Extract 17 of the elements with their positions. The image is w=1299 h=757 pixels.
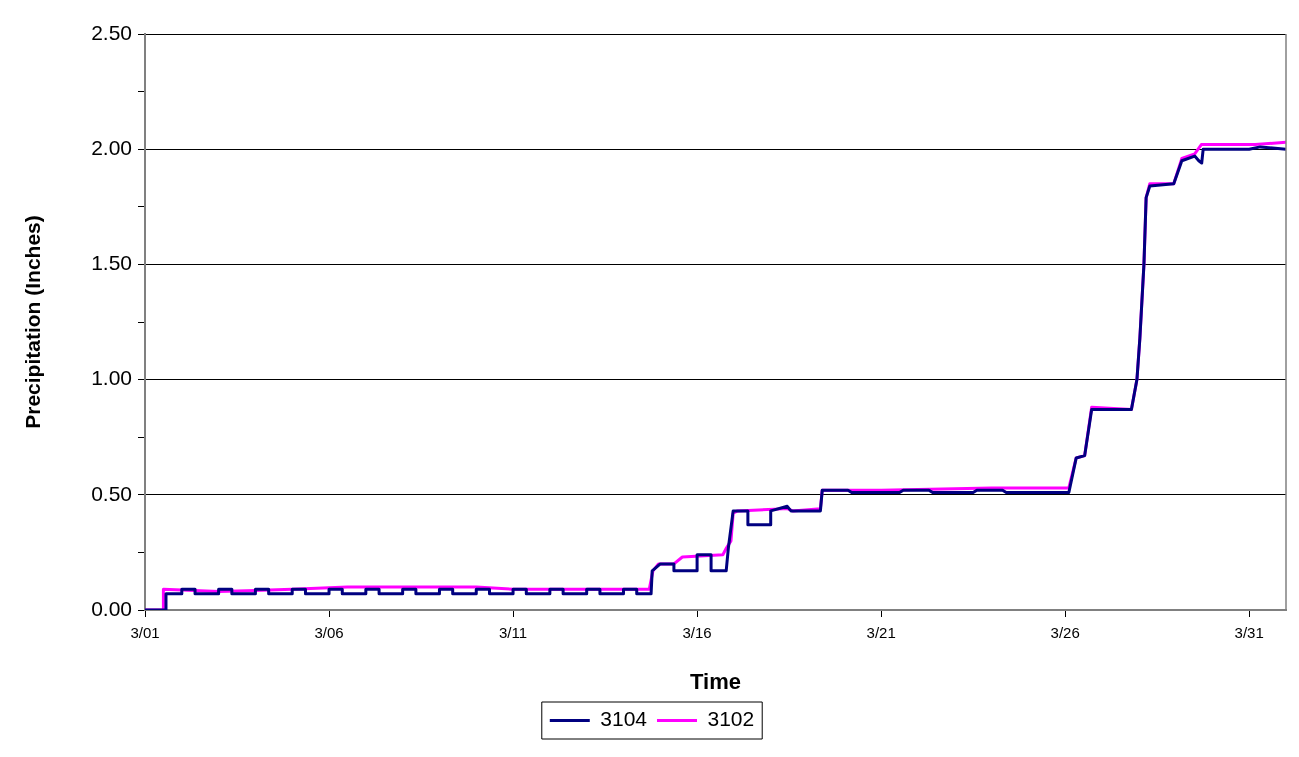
y-tick-label: 1.50 (91, 251, 132, 275)
x-tick-label: 3/21 (866, 624, 896, 642)
x-tick-label: 3/11 (499, 624, 528, 642)
x-tick-label: 3/16 (682, 624, 712, 642)
y-tick-label: 2.00 (91, 136, 132, 159)
legend-label: 3104 (600, 707, 648, 731)
x-tick-label: 3/26 (1050, 624, 1080, 642)
legend-label: 3102 (707, 707, 755, 731)
y-axis-title: Precipitation (Inches) (21, 215, 45, 429)
x-tick-label: 3/01 (130, 624, 160, 642)
x-axis-title: Time (690, 668, 741, 694)
y-tick-label: 0.00 (91, 596, 132, 620)
y-tick-label: 2.50 (91, 20, 132, 44)
x-tick-label: 3/06 (314, 624, 344, 642)
y-tick-label: 1.00 (91, 366, 132, 390)
y-tick-label: 0.50 (91, 481, 132, 505)
x-tick-label: 3/31 (1234, 624, 1264, 642)
